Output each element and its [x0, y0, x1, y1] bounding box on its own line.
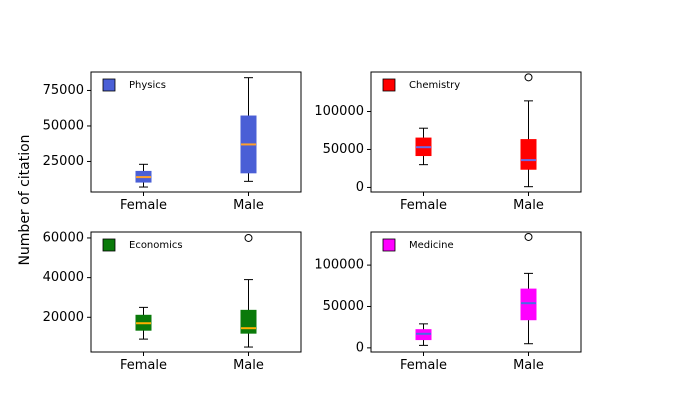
box-male — [240, 233, 257, 348]
y-tick-label: 40000 — [43, 270, 84, 285]
x-tick-label: Male — [233, 198, 264, 213]
box-body — [240, 309, 257, 334]
x-tick-label: Male — [233, 358, 264, 373]
subplot-economics: 20000 40000 60000 Female Male Economics — [43, 230, 302, 373]
axes-frame — [90, 231, 302, 353]
axes-frame — [370, 71, 582, 193]
outlier-point — [524, 73, 533, 82]
axes-frame — [370, 231, 582, 353]
legend: Chemistry — [382, 78, 460, 92]
box-male — [520, 232, 537, 345]
box-male — [240, 77, 257, 182]
y-tick-label: 0 — [356, 180, 364, 195]
y-tick-label: 25000 — [43, 154, 84, 169]
outlier-point — [244, 233, 253, 242]
x-tick-label: Male — [513, 198, 544, 213]
box-body — [520, 139, 537, 170]
box-female — [135, 306, 152, 340]
subplot-physics: 25000 50000 75000 Female Male Physics — [43, 71, 302, 213]
box-female — [135, 163, 152, 188]
subplot-chemistry: 0 50000 100000 Female Male Chemistry — [314, 71, 582, 213]
x-tick-label: Female — [120, 198, 167, 213]
y-tick-label: 20000 — [43, 310, 84, 325]
outlier-point — [524, 232, 533, 241]
legend-label: Economics — [129, 240, 183, 251]
legend-swatch — [382, 238, 396, 252]
axes-frame — [90, 71, 302, 193]
x-tick-label: Female — [400, 198, 447, 213]
legend-swatch — [102, 238, 116, 252]
y-tick-label: 50000 — [323, 142, 364, 157]
y-tick-label: 60000 — [43, 230, 84, 245]
legend-label: Medicine — [409, 240, 454, 251]
box-female — [415, 127, 432, 166]
y-tick-label: 100000 — [314, 104, 364, 119]
legend: Medicine — [382, 238, 454, 252]
legend: Physics — [102, 78, 166, 92]
box-female — [415, 323, 432, 346]
box-male — [520, 73, 537, 188]
legend-swatch — [382, 78, 396, 92]
legend: Economics — [102, 238, 183, 252]
x-tick-label: Female — [400, 358, 447, 373]
legend-swatch — [102, 78, 116, 92]
y-tick-label: 50000 — [323, 299, 364, 314]
x-tick-label: Male — [513, 358, 544, 373]
box-body — [520, 288, 537, 321]
x-tick-label: Female — [120, 358, 167, 373]
y-tick-label: 0 — [356, 340, 364, 355]
y-axis-label: Number of citation — [17, 134, 33, 265]
y-tick-label: 75000 — [43, 83, 84, 98]
legend-label: Physics — [129, 80, 166, 91]
legend-label: Chemistry — [409, 80, 460, 91]
subplot-medicine: 0 50000 100000 Female Male Medicine — [314, 231, 582, 373]
y-tick-label: 50000 — [43, 118, 84, 133]
y-tick-label: 100000 — [314, 258, 364, 273]
